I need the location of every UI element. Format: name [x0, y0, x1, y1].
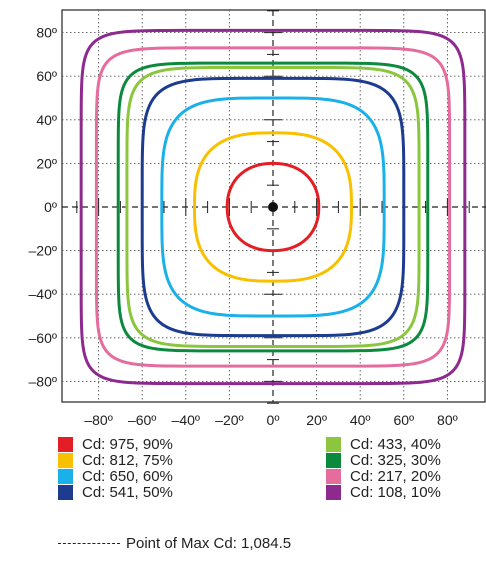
y-tick-label-4: 0º — [44, 199, 57, 215]
legend-label-7: Cd: 108, 10% — [350, 483, 441, 501]
contour-1 — [193, 131, 353, 283]
x-tick-label-2: –40º — [172, 412, 200, 428]
legend-swatch-4 — [326, 436, 341, 452]
contour-6 — [94, 46, 452, 368]
x-tick-label-4: 0º — [267, 412, 280, 428]
tick-labels: 80º 60º 40º 20º 0º –20º –40º –60º –80º –80º –60º –4… — [29, 25, 458, 428]
legend-item-0: Cd: 975, 90% — [58, 436, 173, 452]
dashed-line-sample — [58, 543, 120, 544]
x-tick-label-5: 20º — [306, 412, 327, 428]
legend-swatch-3 — [58, 484, 73, 500]
legend-label-1: Cd: 812, 75% — [82, 451, 173, 469]
isocandela-chart: 80º 60º 40º 20º 0º –20º –40º –60º –80º –80º –60º –4… — [29, 9, 486, 428]
contour-0 — [225, 161, 321, 253]
contour-2 — [160, 96, 386, 318]
x-tick-label-3: –20º — [215, 412, 243, 428]
legend-swatch-0 — [58, 436, 73, 452]
y-tick-label-3: 20º — [36, 155, 57, 171]
y-tick-label-0: 80º — [36, 25, 57, 41]
x-tick-label-1: –60º — [128, 412, 156, 428]
legend-item-5: Cd: 325, 30% — [326, 452, 441, 468]
legend: Cd: 975, 90% Cd: 812, 75% Cd: 650, 60% C… — [58, 436, 478, 522]
y-tick-label-1: 60º — [36, 68, 57, 84]
x-tick-label-0: –80º — [84, 412, 112, 428]
legend-label-5: Cd: 325, 30% — [350, 451, 441, 469]
legend-item-4: Cd: 433, 40% — [326, 436, 441, 452]
legend-item-6: Cd: 217, 20% — [326, 468, 441, 484]
max-cd-note: Point of Max Cd: 1,084.5 — [58, 536, 291, 551]
legend-swatch-2 — [58, 468, 73, 484]
legend-swatch-7 — [326, 484, 341, 500]
legend-label-4: Cd: 433, 40% — [350, 435, 441, 453]
legend-item-7: Cd: 108, 10% — [326, 484, 441, 500]
legend-swatch-5 — [326, 452, 341, 468]
y-tick-label-6: –40º — [29, 286, 57, 302]
contour-7 — [79, 28, 467, 386]
legend-item-3: Cd: 541, 50% — [58, 484, 173, 500]
contour-3 — [140, 76, 406, 338]
legend-swatch-1 — [58, 452, 73, 468]
contour-4 — [125, 65, 421, 349]
x-tick-label-8: 80º — [437, 412, 458, 428]
contour-5 — [116, 61, 430, 353]
max-cd-label: Point of Max Cd: 1,084.5 — [126, 535, 292, 552]
y-tick-label-2: 40º — [36, 112, 57, 128]
x-tick-label-6: 40º — [350, 412, 371, 428]
y-tick-label-5: –20º — [29, 243, 57, 259]
legend-item-1: Cd: 812, 75% — [58, 452, 173, 468]
x-tick-label-7: 60º — [393, 412, 414, 428]
max-point-marker — [268, 202, 278, 212]
legend-label-3: Cd: 541, 50% — [82, 483, 173, 501]
legend-item-2: Cd: 650, 60% — [58, 468, 173, 484]
y-tick-label-7: –60º — [29, 330, 57, 346]
contour-curves — [79, 28, 467, 386]
legend-label-0: Cd: 975, 90% — [82, 435, 173, 453]
y-tick-label-8: –80º — [29, 373, 57, 389]
legend-swatch-6 — [326, 468, 341, 484]
legend-label-2: Cd: 650, 60% — [82, 467, 173, 485]
legend-label-6: Cd: 217, 20% — [350, 467, 441, 485]
